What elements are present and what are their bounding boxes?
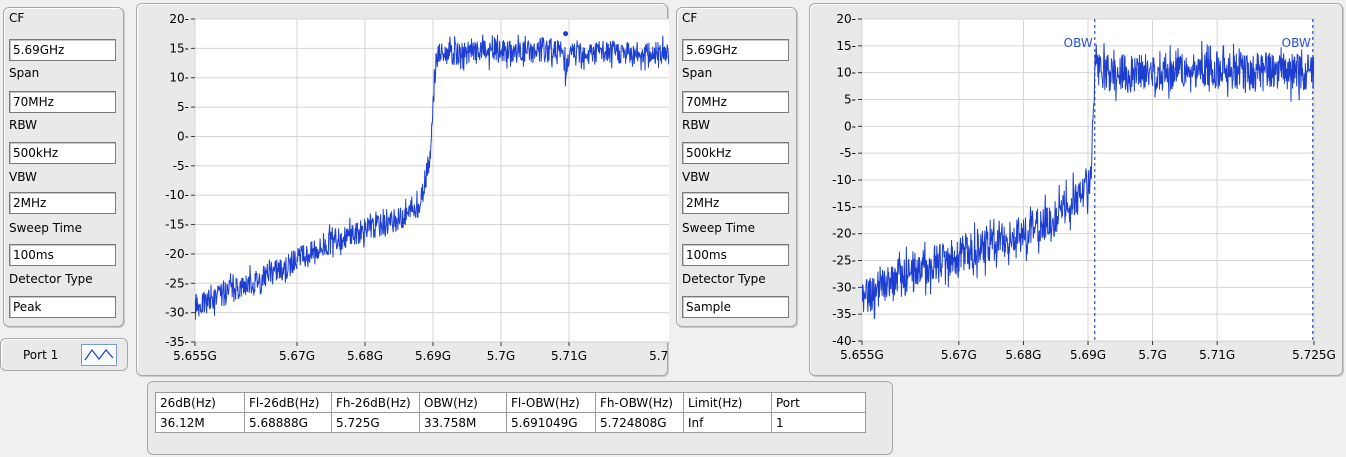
x-tick-label: 5.71G: [551, 349, 587, 363]
detector-type-label: Detector Type: [9, 272, 93, 286]
y-tick-label: 20-: [836, 12, 856, 26]
x-tick-label: 5.725G: [1292, 348, 1336, 362]
detector-type-label: Detector Type: [682, 272, 766, 286]
span-label: Span: [9, 66, 40, 80]
x-tick-label: 5.71G: [1199, 348, 1235, 362]
y-tick-label: -20-: [832, 227, 856, 241]
y-tick-label: 10-: [836, 66, 856, 80]
x-tick-label: 5.69G: [1070, 348, 1106, 362]
header-cell: Fl-26dB(Hz): [244, 392, 332, 413]
header-cell: OBW(Hz): [419, 392, 507, 413]
y-tick-label: 20-: [169, 12, 189, 26]
data-cell: 5.724808G: [595, 412, 684, 433]
spectrum-trace: [195, 34, 671, 320]
header-cell: Fh-26dB(Hz): [331, 392, 420, 413]
rbw-field[interactable]: 500kHz: [9, 142, 116, 164]
spectrum-graph-right: 20- 15- 10- 5- 0- -5- -10- -15- -20- -25- -30- -35-…: [809, 3, 1343, 376]
y-tick-label: -40-: [832, 334, 856, 348]
header-cell: 26dB(Hz): [155, 392, 245, 413]
data-cell: 5.68888G: [244, 412, 332, 433]
data-cell: Inf: [683, 412, 772, 433]
vbw-field[interactable]: 2MHz: [9, 192, 116, 214]
cf-field[interactable]: 5.69GHz: [9, 39, 116, 61]
y-tick-label: 0-: [177, 129, 189, 143]
y-tick-label: -20-: [165, 247, 189, 261]
data-cell: 1: [771, 412, 866, 433]
span-label: Span: [682, 66, 713, 80]
spectrum-trace: [862, 40, 1314, 320]
results-table-panel: 26dB(Hz) Fl-26dB(Hz) Fh-26dB(Hz) OBW(Hz)…: [147, 381, 893, 455]
sweep-time-field[interactable]: 100ms: [682, 244, 789, 266]
results-data-row: 36.12M 5.68888G 5.725G 33.758M 5.691049G…: [155, 412, 866, 433]
y-tick-label: -30-: [165, 306, 189, 320]
y-tick-label: 15-: [169, 41, 189, 55]
results-header-row: 26dB(Hz) Fl-26dB(Hz) Fh-26dB(Hz) OBW(Hz)…: [155, 392, 866, 413]
rbw-label: RBW: [682, 118, 711, 132]
y-tick-label: -15-: [832, 200, 856, 214]
spectrum-graph-left: 20- 15- 10- 5- 0- -5- -10- -15- -20- -25- -30- -35-…: [136, 3, 693, 376]
span-field[interactable]: 70MHz: [682, 91, 789, 113]
vbw-field[interactable]: 2MHz: [682, 192, 789, 214]
x-tick-label: 5.69G: [415, 349, 451, 363]
y-tick-label: -15-: [165, 218, 189, 232]
data-cell: 5.691049G: [506, 412, 596, 433]
y-tick-label: 5-: [177, 100, 189, 114]
x-tick-label: 5.67G: [941, 348, 977, 362]
y-tick-label: -25-: [165, 276, 189, 290]
x-tick-label: 5.655G: [840, 348, 884, 362]
obw-marker-label: OBW: [1064, 36, 1093, 50]
x-tick-label: 5.68G: [347, 349, 383, 363]
cf-field[interactable]: 5.69GHz: [682, 39, 789, 61]
peak-marker: [563, 31, 569, 37]
sweep-time-label: Sweep Time: [9, 221, 82, 235]
x-tick-label: 5.655G: [173, 349, 217, 363]
right-settings-panel: CF 5.69GHz Span 70MHz RBW 500kHz VBW 2MH…: [676, 7, 797, 327]
data-cell: 33.758M: [419, 412, 507, 433]
y-tick-label: 10-: [169, 71, 189, 85]
x-tick-label: 5.7G: [487, 349, 515, 363]
plot-area: [194, 18, 672, 343]
y-tick-label: -10-: [165, 188, 189, 202]
x-tick-label: 5.7G: [1138, 348, 1166, 362]
y-tick-label: -35-: [832, 307, 856, 321]
y-tick-label: -35-: [165, 335, 189, 349]
cf-label: CF: [682, 11, 698, 25]
cf-label: CF: [9, 11, 25, 25]
port-selector[interactable]: Port 1: [0, 338, 128, 371]
rbw-field[interactable]: 500kHz: [682, 142, 789, 164]
y-tick-label: 5-: [844, 93, 856, 107]
spectrum-chart-right: 20- 15- 10- 5- 0- -5- -10- -15- -20- -25- -30- -35-…: [832, 12, 1336, 362]
sweep-time-field[interactable]: 100ms: [9, 244, 116, 266]
data-cell: 5.725G: [331, 412, 420, 433]
y-tick-label: -5-: [173, 159, 189, 173]
header-cell: Limit(Hz): [683, 392, 772, 413]
span-field[interactable]: 70MHz: [9, 91, 116, 113]
data-cell: 36.12M: [155, 412, 245, 433]
header-cell: Fl-OBW(Hz): [506, 392, 596, 413]
x-tick-label: 5.68G: [1005, 348, 1041, 362]
results-table: 26dB(Hz) Fl-26dB(Hz) Fh-26dB(Hz) OBW(Hz)…: [155, 392, 866, 433]
rbw-label: RBW: [9, 118, 38, 132]
waveform-icon[interactable]: [81, 344, 117, 366]
x-tick-label: 5.67G: [279, 349, 315, 363]
sweep-time-label: Sweep Time: [682, 221, 755, 235]
y-tick-label: -25-: [832, 254, 856, 268]
y-tick-label: -5-: [840, 146, 856, 160]
vbw-label: VBW: [9, 170, 37, 184]
header-cell: Fh-OBW(Hz): [595, 392, 684, 413]
x-tick-label: 5.725G: [649, 349, 669, 363]
y-tick-label: 0-: [844, 119, 856, 133]
detector-type-field[interactable]: Peak: [9, 296, 116, 318]
port-label: Port 1: [23, 348, 59, 362]
vbw-label: VBW: [682, 170, 710, 184]
left-settings-panel: CF 5.69GHz Span 70MHz RBW 500kHz VBW 2MH…: [3, 7, 124, 327]
header-cell: Port: [771, 392, 866, 413]
y-tick-label: -30-: [832, 280, 856, 294]
y-tick-label: -10-: [832, 173, 856, 187]
detector-type-field[interactable]: Sample: [682, 296, 789, 318]
spectrum-chart-left: 20- 15- 10- 5- 0- -5- -10- -15- -20- -25- -30- -35-…: [165, 12, 693, 363]
y-tick-label: 15-: [836, 39, 856, 53]
obw-marker-label: OBW: [1282, 36, 1311, 50]
